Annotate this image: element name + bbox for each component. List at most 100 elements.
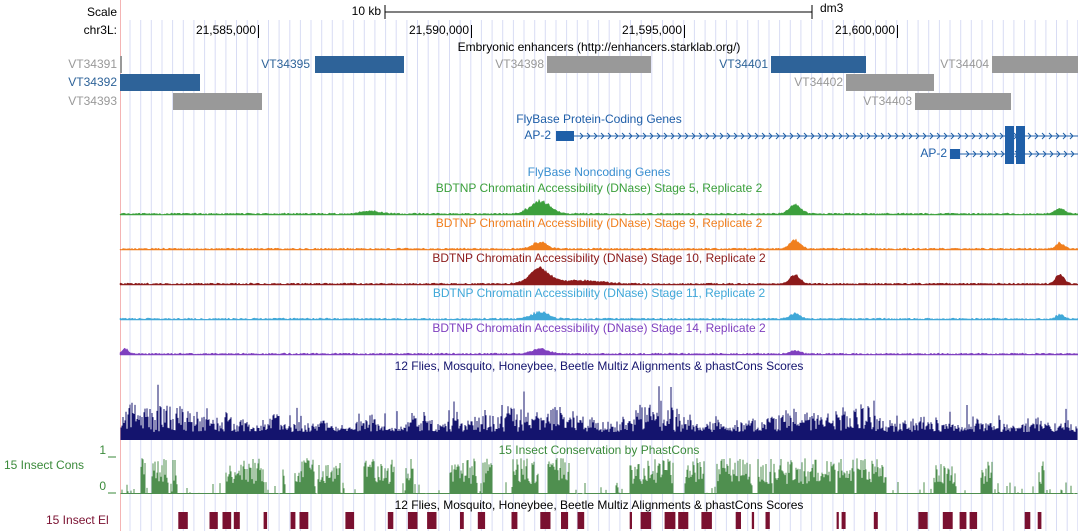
enhancer-label: VT34392 [68, 75, 117, 89]
conserved-element [263, 512, 268, 529]
exon [556, 131, 574, 141]
enhancer-label: VT34404 [940, 57, 989, 71]
gene-label: AP-2 [524, 128, 551, 142]
track-title: BDTNP Chromatin Accessibility (DNase) St… [436, 181, 763, 195]
enhancer [120, 74, 200, 91]
enhancer-label: VT34403 [863, 94, 912, 108]
enhancer [315, 56, 404, 73]
conserved-element [735, 512, 741, 529]
enhancer [846, 74, 934, 91]
conserved-element [959, 512, 967, 529]
axis-min: 0 [99, 479, 106, 493]
conserved-element [477, 512, 486, 529]
track-label: 15 Insect Cons [4, 458, 84, 472]
enhancer [120, 56, 122, 73]
conserved-element [511, 512, 518, 529]
position-label: 21,585,000 [196, 23, 256, 37]
position-label: 21,600,000 [835, 23, 895, 37]
enhancer-label: VT34395 [261, 57, 310, 71]
dnase-signal [119, 198, 1078, 216]
conserved-element [942, 512, 953, 529]
grid [129, 20, 1078, 531]
enhancer [915, 93, 1011, 110]
gene-label: AP-2 [920, 146, 947, 160]
conserved-element [873, 512, 878, 529]
phastcons-signal [120, 458, 1078, 494]
grid-lines [129, 20, 1078, 531]
position-ticks: 21,585,000 21,590,000 21,595,000 21,600,000 [196, 23, 898, 38]
track-title: 12 Flies, Mosquito, Honeybee, Beetle Mul… [395, 359, 804, 373]
exon [950, 149, 960, 159]
enhancer-label: VT34401 [719, 57, 768, 71]
enhancer-label: VT34393 [68, 94, 117, 108]
conserved-element [678, 512, 689, 529]
track-title: BDTNP Chromatin Accessibility (DNase) St… [433, 286, 766, 300]
chrom-label: chr3L: [84, 23, 117, 37]
track-title: FlyBase Noncoding Genes [528, 165, 671, 179]
conserved-element [290, 512, 296, 529]
conserved-element [299, 512, 309, 529]
conserved-element [460, 512, 464, 529]
scale-bar [384, 5, 813, 19]
exon [1005, 126, 1014, 146]
track-title: BDTNP Chromatin Accessibility (DNase) St… [432, 321, 766, 335]
conserved-element [233, 512, 240, 529]
track-title: Embryonic enhancers (http://enhancers.st… [458, 40, 741, 54]
exon [1016, 126, 1025, 146]
assembly: dm3 [820, 1, 844, 15]
dnase-signal [119, 238, 1078, 251]
axis-ticks [108, 456, 116, 494]
conserved-element [387, 512, 394, 529]
conserved-element [540, 512, 551, 529]
enhancer [173, 93, 262, 110]
enhancer-label: VT34391 [68, 57, 117, 71]
conserved-element [561, 512, 569, 529]
multiz-track [120, 384, 1078, 440]
track-label: 15 Insect El [46, 513, 109, 527]
exon [1005, 144, 1014, 164]
axis-max: 1 [99, 443, 106, 457]
enhancer-label: VT34402 [794, 75, 843, 89]
scale-span: 10 kb [352, 4, 382, 18]
scale-label: Scale [87, 5, 117, 19]
enhancer-label: VT34398 [495, 57, 544, 71]
conserved-element [345, 512, 355, 529]
track-title: BDTNP Chromatin Accessibility (DNase) St… [436, 216, 763, 230]
conserved-element [222, 512, 232, 529]
conserved-element [407, 512, 418, 529]
enhancer-track: VT34391 VT34392 VT34393 VT34395 VT34398 VT344… [68, 56, 1078, 110]
enhancer [771, 56, 866, 73]
multiz-signal [120, 384, 1078, 440]
track-title: BDTNP Chromatin Accessibility (DNase) St… [432, 251, 766, 265]
conserved-element [178, 512, 188, 529]
elements-track [178, 512, 1042, 529]
dnase-signal [119, 310, 1078, 321]
gene-track: AP-2 AP-2 [524, 126, 1078, 164]
dnase-signal [119, 266, 1078, 286]
conserved-element [841, 512, 846, 529]
position-label: 21,595,000 [622, 23, 682, 37]
conserved-element [918, 512, 928, 529]
conserved-element [751, 512, 755, 529]
track-title: 15 Insect Conservation by PhastCons [499, 443, 700, 457]
conserved-element [765, 512, 770, 529]
track-title: 12 Flies, Mosquito, Honeybee, Beetle Mul… [395, 498, 804, 512]
conserved-element [640, 512, 652, 529]
dnase-signal [119, 347, 1078, 356]
enhancer [992, 56, 1078, 73]
conserved-element [209, 512, 218, 529]
position-label: 21,590,000 [409, 23, 469, 37]
conserved-element [701, 512, 712, 529]
conserved-element [427, 512, 437, 529]
phastcons-track [120, 458, 1078, 494]
dnase-tracks: BDTNP Chromatin Accessibility (DNase) St… [119, 181, 1078, 356]
track-title: FlyBase Protein-Coding Genes [516, 112, 681, 126]
exon [1016, 144, 1025, 164]
conserved-element [577, 512, 585, 529]
conserved-element [629, 512, 632, 529]
conserved-element [969, 512, 978, 529]
conserved-element [836, 512, 839, 529]
conserved-element [664, 512, 676, 529]
conserved-element [1024, 512, 1031, 529]
